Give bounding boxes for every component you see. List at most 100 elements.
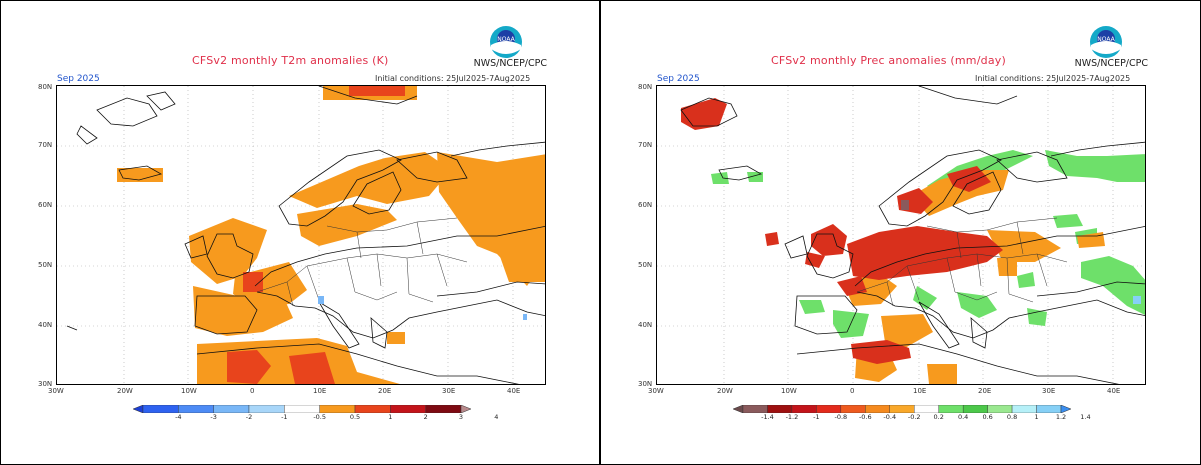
map-title: CFSv2 monthly T2m anomalies (K): [192, 54, 389, 67]
lon-label: 20E: [978, 387, 992, 395]
colorbar-arrow-high: [460, 405, 471, 413]
lon-label: 30E: [1042, 387, 1056, 395]
lon-label: 30W: [648, 387, 664, 395]
colorbar-segment: [987, 405, 1013, 413]
lat-label: 50N: [638, 261, 653, 269]
coastline-lines: [680, 86, 1145, 384]
cool-anomaly-spot: [318, 296, 527, 320]
colorbar-svg: [733, 405, 1071, 413]
colorbar-tick-label: -0.4: [883, 413, 897, 421]
colorbar-tick-label: 1.4: [1080, 413, 1091, 421]
map-canvas: [57, 86, 545, 384]
noaa-logo-icon: NOAA: [490, 26, 522, 58]
warm-anomaly-area: [117, 86, 545, 384]
temperature-colorbar: [133, 405, 471, 413]
colorbar-segment: [284, 405, 320, 413]
colorbar-arrow-low: [733, 405, 744, 413]
colorbar-tick-label: 1.2: [1055, 413, 1067, 421]
lon-label: 20W: [117, 387, 133, 395]
lon-label: 40E: [1107, 387, 1121, 395]
hot-anomaly-area: [227, 86, 405, 384]
colorbar-tick-label: 0.8: [1006, 413, 1018, 421]
colorbar-tick-label: -0.2: [907, 413, 921, 421]
colorbar-segment: [962, 405, 988, 413]
colorbar-segment: [178, 405, 214, 413]
lon-label: 20W: [717, 387, 733, 395]
colorbar-tick-label: 1: [1034, 413, 1039, 421]
dry-anomaly-extreme: [901, 200, 909, 210]
initial-conditions: Initial conditions: 25Jul2025-7Aug2025: [375, 74, 531, 83]
colorbar-tick-label: -1.4: [761, 413, 774, 421]
colorbar-tick-label: 4: [494, 413, 499, 421]
colorbar-segment: [1036, 405, 1062, 413]
initial-conditions: Initial conditions: 25Jul2025-7Aug2025: [975, 74, 1131, 83]
colorbar-segment: [390, 405, 426, 413]
lat-label: 40N: [638, 321, 653, 329]
lon-label: 30W: [48, 387, 64, 395]
svg-text:NOAA: NOAA: [1097, 36, 1115, 43]
colorbar-segment: [742, 405, 768, 413]
lon-label: 20E: [378, 387, 392, 395]
lon-label: 10W: [781, 387, 797, 395]
colorbar-tick-label: 0.6: [982, 413, 993, 421]
forecast-month: Sep 2025: [657, 74, 700, 84]
colorbar-segment: [1011, 405, 1037, 413]
colorbar-tick-label: -1: [813, 413, 820, 421]
noaa-logo-icon: NOAA: [1090, 26, 1122, 58]
precipitation-colorbar: [733, 405, 1071, 413]
colorbar-tick-label: -3: [210, 413, 217, 421]
precip-anomaly-map: [656, 85, 1146, 385]
precip-anomaly-panel: CFSv2 monthly Prec anomalies (mm/day) NO…: [600, 0, 1201, 465]
colorbar-tick-label: -0.6: [858, 413, 872, 421]
colorbar-segment: [319, 405, 356, 413]
map-title: CFSv2 monthly Prec anomalies (mm/day): [771, 54, 1006, 67]
map-canvas: [657, 86, 1145, 384]
colorbar-tick-label: -1: [281, 413, 288, 421]
lon-label: 10W: [181, 387, 197, 395]
lat-label: 70N: [638, 141, 653, 149]
country-borders: [256, 217, 468, 307]
colorbar-segment: [425, 405, 462, 413]
colorbar-tick-label: -0.8: [834, 413, 848, 421]
colorbar-segment: [213, 405, 250, 413]
colorbar-segment: [938, 405, 964, 413]
colorbar-segment: [889, 405, 915, 413]
lat-label: 40N: [38, 321, 53, 329]
lon-label: 40E: [507, 387, 521, 395]
t2m-anomaly-panel: CFSv2 monthly T2m anomalies (K) NOAA NWS…: [0, 0, 600, 465]
country-borders: [856, 217, 1068, 307]
svg-text:NOAA: NOAA: [497, 36, 515, 43]
lat-label: 30N: [38, 380, 53, 388]
lat-label: 80N: [638, 83, 653, 91]
colorbar-segment: [142, 405, 179, 413]
colorbar-tick-label: 2: [423, 413, 428, 421]
colorbar-segment: [840, 405, 866, 413]
lon-label: 0: [250, 387, 255, 395]
colorbar-segment: [767, 405, 793, 413]
t2m-anomaly-map: [56, 85, 546, 385]
lat-label: 60N: [638, 201, 653, 209]
colorbar-tick-label: 0.5: [349, 413, 361, 421]
colorbar-tick-label: 0.2: [933, 413, 944, 421]
colorbar-segment: [816, 405, 842, 413]
colorbar-tick-label: -2: [245, 413, 253, 421]
lat-label: 30N: [638, 380, 653, 388]
colorbar-segment: [248, 405, 285, 413]
colorbar-segment: [865, 405, 890, 413]
lon-label: 30E: [442, 387, 456, 395]
lat-label: 60N: [38, 201, 53, 209]
coastline-lines: [66, 86, 545, 384]
colorbar-tick-label: -0.5: [313, 413, 326, 421]
lat-label: 70N: [38, 141, 53, 149]
lon-label: 0: [850, 387, 855, 395]
brand-label: NWS/NCEP/CPC: [473, 58, 547, 69]
colorbar-segment: [914, 405, 939, 413]
lat-label: 50N: [38, 261, 53, 269]
colorbar-arrow-high: [1060, 405, 1071, 413]
colorbar-arrow-low: [133, 405, 144, 413]
forecast-month: Sep 2025: [57, 74, 100, 84]
colorbar-tick-label: 0.4: [957, 413, 969, 421]
colorbar-segment: [791, 405, 817, 413]
brand-label: NWS/NCEP/CPC: [1074, 58, 1148, 69]
lon-label: 10E: [913, 387, 927, 395]
